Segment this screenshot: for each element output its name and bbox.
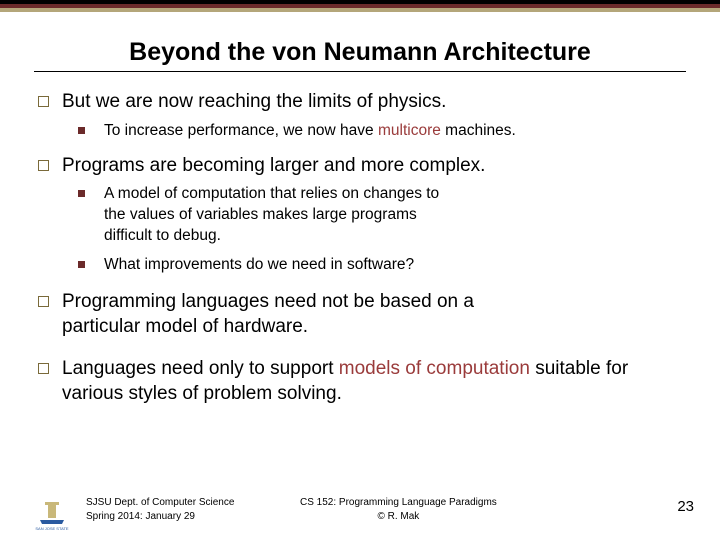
- footer-center-line2: © R. Mak: [300, 510, 497, 524]
- footer-left: SJSU Dept. of Computer Science Spring 20…: [86, 496, 234, 523]
- b1s1-pre: To increase performance, we now have: [104, 122, 378, 139]
- bullet-1: But we are now reaching the limits of ph…: [34, 90, 686, 142]
- b1s1-accent: multicore: [378, 122, 441, 139]
- top-stripes: [0, 0, 720, 14]
- footer-left-line1: SJSU Dept. of Computer Science: [86, 496, 234, 510]
- b4-pre: Languages need only to support: [62, 358, 339, 379]
- footer-center-line1: CS 152: Programming Language Paradigms: [300, 496, 497, 510]
- footer-center: CS 152: Programming Language Paradigms ©…: [300, 496, 497, 523]
- bullet-4: Languages need only to support models of…: [34, 357, 654, 406]
- bullet-2-sub-2: What improvements do we need in software…: [62, 255, 686, 276]
- footer-left-line2: Spring 2014: January 29: [86, 510, 234, 524]
- bullet-2: Programs are becoming larger and more co…: [34, 154, 686, 276]
- page-number: 23: [677, 498, 694, 515]
- bullet-2-sub-1: A model of computation that relies on ch…: [62, 184, 442, 247]
- footer: SJSU Dept. of Computer Science Spring 20…: [0, 492, 720, 532]
- b2s1-text: A model of computation that relies on ch…: [104, 185, 439, 244]
- b2s2-text: What improvements do we need in software…: [104, 256, 414, 273]
- bullet-2-text: Programs are becoming larger and more co…: [62, 155, 485, 176]
- slide-title: Beyond the von Neumann Architecture: [34, 38, 686, 67]
- bullet-3: Programming languages need not be based …: [34, 290, 514, 339]
- slide-body: Beyond the von Neumann Architecture But …: [0, 14, 720, 540]
- bullet-1-sub-1: To increase performance, we now have mul…: [62, 121, 686, 142]
- bullet-list: But we are now reaching the limits of ph…: [34, 90, 686, 407]
- bullet-2-sub: A model of computation that relies on ch…: [62, 184, 686, 276]
- stripe-tan: [0, 8, 720, 12]
- bullet-1-sub: To increase performance, we now have mul…: [62, 121, 686, 142]
- title-underline: [34, 71, 686, 72]
- bullet-1-text: But we are now reaching the limits of ph…: [62, 91, 446, 112]
- b1s1-post: machines.: [441, 122, 516, 139]
- b4-accent: models of computation: [339, 358, 530, 379]
- bullet-3-text: Programming languages need not be based …: [62, 291, 474, 337]
